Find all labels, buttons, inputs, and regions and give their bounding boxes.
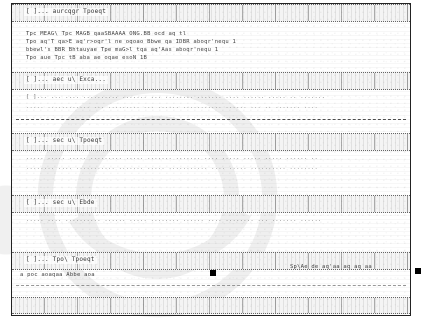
section-band-4-label: [ ]... Tpo\ Tpoeqt [24,256,97,264]
section-band-3: [ ]... sec u\ Ebde [12,195,410,213]
section-band-4: [ ]... Tpo\ Tpoeqt [12,252,410,270]
header-band-label: [ ]... aurcqgr Tpoeqt [24,8,109,16]
section-band-4-grid [12,253,410,269]
body-line-5: ..... .... .......... ...... ..... .....… [26,217,322,223]
section-band-1-grid [12,73,410,89]
footer-left-text: a poc aoaqaa Abbe aoa [20,272,95,278]
scanned-form: [ ]... aurcqgr Tpoeqt Tpc MEAG\ Tpc MAGB… [11,3,411,316]
meta-line-3: bbewl's BBR Bhtauyae Tpe maG>l tqa aq'Aa… [26,47,219,53]
section-band-3-grid [12,196,410,212]
meta-line-2: Tpo aq'T qa>E aq'r>oqr'l ne oqoao Bbwe q… [26,39,237,45]
header-band: [ ]... aurcqgr Tpoeqt [12,4,410,22]
dashed-divider-2 [16,285,406,286]
section-band-1: [ ]... aec u\ Exca... [12,72,410,90]
body-line-2: ..... ............ ... ......... ... ...… [26,104,319,110]
meta-line-1: Tpc MEAG\ Tpc MAGB qaaSBAAAA ONG.BB ocd … [26,31,187,37]
black-square-marker [210,270,216,276]
meta-line-4: Tpo aue Tpc tB aba ae oqae esoN 1B [26,55,148,61]
footer-band-grid [12,298,410,313]
body-line-4: ........ .... ........... ....... ..... … [26,165,319,171]
dashed-divider-1 [16,119,406,120]
outside-black-square-marker [415,268,421,274]
section-band-3-label: [ ]... sec u\ Ebde [24,199,97,207]
section-band-1-label: [ ]... aec u\ Exca... [24,76,109,84]
scan-edge-shadow [0,0,11,323]
footer-band [12,297,410,314]
section-band-2-grid [12,134,410,150]
section-band-2-label: [ ]... sec u\ Tpoeqt [24,137,105,145]
header-band-grid [12,5,410,21]
section-band-2: [ ]... sec u\ Tpoeqt [12,133,410,151]
body-line-1: [ ]... ... .... .......... ....... ... .… [26,94,326,100]
footer-right-text: Sp\Ae de aq'aa aq aq aa [290,264,372,270]
body-line-3: ..... ..... ..... ......... ..... ......… [26,155,319,161]
